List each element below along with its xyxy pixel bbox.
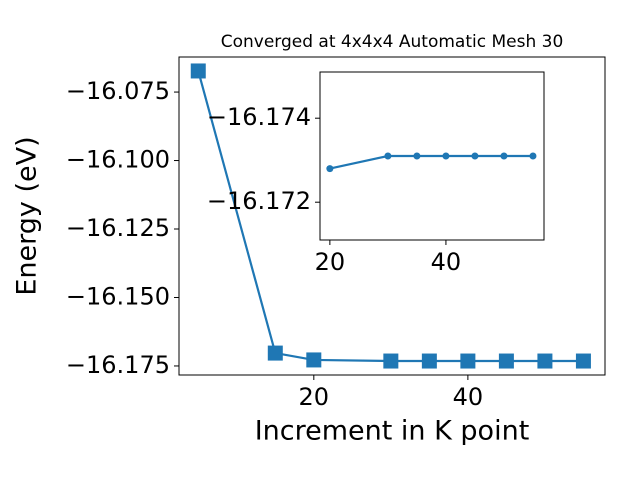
x-tick-label: 20 [315,248,346,276]
marker [384,152,392,160]
y-tick-label: −16.174 [207,103,311,131]
marker [413,152,421,160]
marker [500,152,508,160]
marker [326,165,334,173]
marker [383,353,399,369]
marker [460,353,476,369]
marker [498,353,514,369]
y-tick-label: −16.075 [66,77,170,105]
x-tick-label: 40 [431,248,462,276]
x-tick-label: 40 [453,383,484,411]
y-tick-label: −16.125 [66,214,170,242]
x-axis-label: Increment in K point [255,416,530,447]
y-tick-label: −16.100 [66,146,170,174]
marker [575,353,591,369]
chart-title: Converged at 4x4x4 Automatic Mesh 30 [221,32,564,52]
y-tick-label: −16.175 [66,351,170,379]
marker [421,353,437,369]
marker [537,353,553,369]
x-tick-label: 20 [299,383,330,411]
marker [267,345,283,361]
y-tick-label: −16.172 [207,187,311,215]
marker [442,152,450,160]
y-axis-label: Energy (eV) [12,136,43,295]
marker [529,152,537,160]
marker [471,152,479,160]
marker [190,63,206,79]
y-tick-label: −16.150 [66,282,170,310]
marker [306,352,322,368]
